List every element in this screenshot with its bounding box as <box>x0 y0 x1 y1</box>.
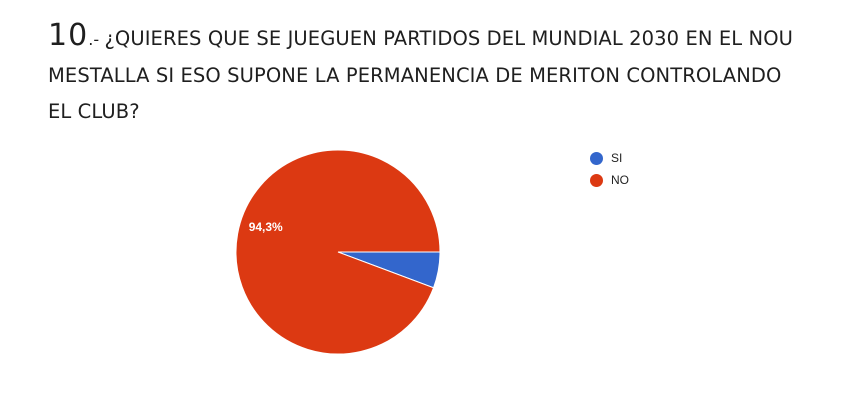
legend-label-no: NO <box>611 173 629 187</box>
question-title: 10.- ¿QUIERES QUE SE JUEGUEN PARTIDOS DE… <box>48 18 808 130</box>
pie-data-label-no: 94,3% <box>249 220 283 234</box>
pie-slice-no <box>235 149 441 355</box>
question-number: 10 <box>48 18 89 53</box>
legend-swatch-si <box>590 151 603 165</box>
chart-legend: SI NO <box>590 147 629 191</box>
question-separator: .- <box>88 30 105 49</box>
legend-item-si: SI <box>590 147 629 169</box>
legend-item-no: NO <box>590 169 629 191</box>
legend-label-si: SI <box>611 151 623 165</box>
question-text: ¿QUIERES QUE SE JUEGUEN PARTIDOS DEL MUN… <box>48 27 794 123</box>
legend-swatch-no <box>590 173 603 187</box>
